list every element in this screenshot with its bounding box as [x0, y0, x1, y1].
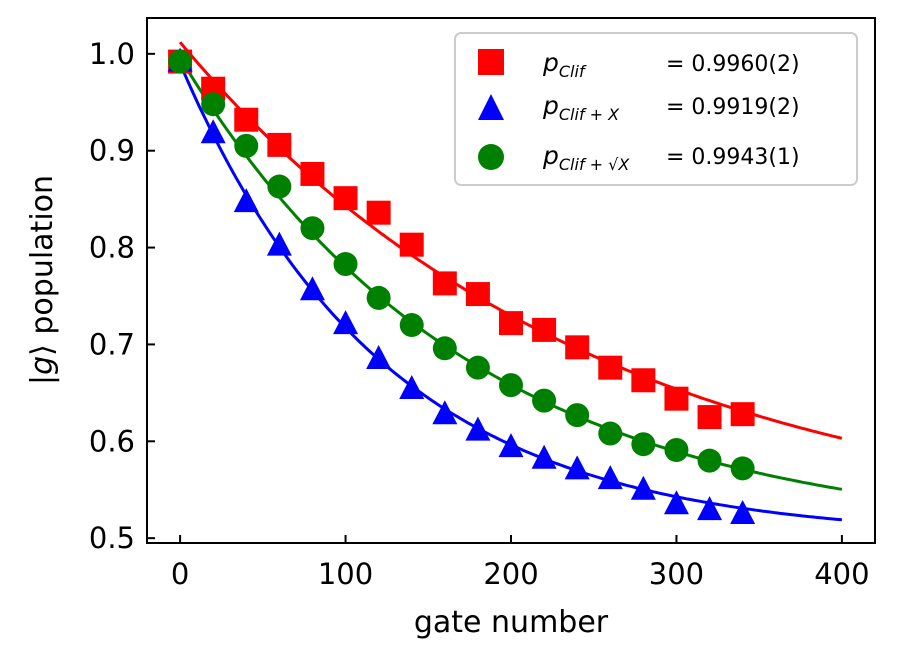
data-point-series-0	[532, 317, 557, 342]
data-point-series-2	[168, 49, 193, 74]
legend-label-clif: pClif	[542, 48, 587, 81]
data-point-series-1	[564, 455, 590, 480]
legend-item-clif-sqrt-x: pClif + √X = 0.9943(1)	[478, 141, 800, 174]
data-point-series-1	[432, 400, 458, 425]
data-point-series-2	[499, 373, 523, 398]
data-point-series-0	[300, 161, 325, 186]
data-point-series-1	[266, 231, 292, 256]
data-point-series-2	[300, 216, 325, 241]
data-point-series-1	[200, 119, 226, 144]
data-point-series-0	[730, 402, 755, 427]
y-axis-ticks: 0.5 0.6 0.7 0.8 0.9 1.0	[89, 37, 155, 555]
y-tick-label: 0.6	[89, 424, 135, 458]
data-point-series-2	[201, 92, 226, 117]
legend-value-clif-sqrt-x: = 0.9943(1)	[666, 145, 800, 170]
data-point-series-2	[399, 313, 424, 338]
data-point-series-1	[597, 465, 623, 490]
data-point-series-2	[234, 133, 259, 158]
data-point-series-1	[233, 188, 259, 213]
x-axis-ticks: 0 100 200 300 400	[171, 535, 870, 591]
data-point-series-2	[565, 403, 590, 428]
legend-value-clif-x: = 0.9919(2)	[666, 95, 800, 120]
data-point-series-2	[267, 174, 292, 199]
data-points	[167, 47, 756, 524]
legend-label-clif-sqrt-x: pClif + √X	[542, 141, 630, 174]
data-point-series-0	[631, 368, 656, 393]
data-point-series-1	[465, 416, 491, 441]
legend-marker-clif-x	[478, 94, 504, 120]
data-point-series-0	[598, 355, 623, 380]
legend-box	[454, 32, 858, 186]
data-point-series-2	[532, 388, 557, 413]
data-point-series-2	[598, 421, 623, 446]
x-tick-label: 100	[318, 557, 373, 591]
data-point-series-1	[730, 499, 756, 524]
y-tick-label: 0.8	[89, 231, 135, 265]
data-point-series-1	[531, 444, 557, 469]
y-tick-label: 0.7	[89, 327, 135, 361]
legend-item-clif: pClif = 0.9960(2)	[478, 48, 800, 81]
data-point-series-0	[664, 386, 689, 411]
x-tick-label: 200	[483, 557, 538, 591]
y-tick-label: 0.5	[89, 521, 135, 555]
data-point-series-0	[399, 232, 424, 257]
legend-value-clif: = 0.9960(2)	[666, 52, 800, 77]
y-axis-label: |g⟩ population	[25, 175, 60, 385]
data-point-series-0	[499, 311, 523, 336]
data-point-series-1	[399, 375, 425, 400]
y-tick-label: 0.9	[89, 134, 135, 168]
data-point-series-1	[697, 496, 723, 521]
data-point-series-2	[697, 448, 722, 473]
legend-label-clif-x: pClif + X	[542, 91, 620, 124]
data-point-series-2	[432, 336, 457, 361]
legend-item-clif-x: pClif + X = 0.9919(2)	[478, 91, 800, 124]
data-point-series-1	[630, 475, 656, 500]
x-tick-label: 400	[814, 557, 869, 591]
data-point-series-0	[432, 271, 457, 296]
data-point-series-0	[697, 405, 722, 430]
data-point-series-1	[663, 490, 689, 515]
data-point-series-0	[333, 186, 358, 211]
x-tick-label: 300	[649, 557, 704, 591]
data-point-series-2	[730, 456, 755, 481]
x-axis-label: gate number	[414, 605, 609, 640]
data-point-series-0	[234, 107, 259, 132]
data-point-series-2	[333, 252, 358, 277]
data-point-series-1	[333, 310, 359, 335]
data-point-series-1	[299, 276, 325, 301]
data-point-series-2	[465, 355, 490, 380]
data-point-series-0	[366, 200, 391, 225]
x-tick-label: 0	[171, 557, 189, 591]
legend-marker-clif	[478, 49, 504, 75]
legend: pClif = 0.9960(2) pClif + X = 0.9919(2) …	[454, 32, 858, 186]
y-tick-label: 1.0	[89, 37, 135, 71]
data-point-series-2	[631, 432, 656, 457]
data-point-series-0	[565, 335, 590, 360]
data-point-series-1	[366, 344, 392, 369]
data-point-series-0	[465, 282, 490, 307]
legend-marker-clif-sqrt-x	[478, 144, 504, 170]
data-point-series-1	[498, 433, 524, 458]
data-point-series-2	[366, 285, 391, 310]
data-point-series-0	[267, 132, 292, 157]
data-point-series-2	[664, 438, 689, 463]
